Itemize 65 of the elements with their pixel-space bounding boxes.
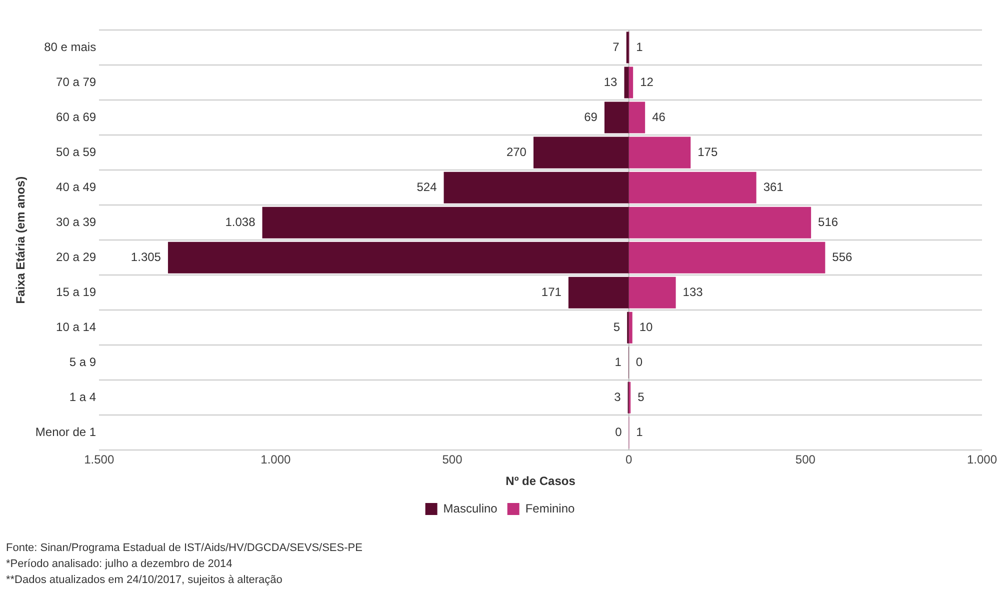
data-label: 69 — [584, 110, 598, 124]
bar — [628, 242, 826, 274]
bar — [444, 172, 629, 204]
y-tick-label: 70 a 79 — [56, 74, 96, 89]
x-tick-label: 1.500 — [84, 452, 114, 467]
data-label: 175 — [698, 144, 718, 159]
bar — [262, 206, 629, 238]
data-label: 516 — [818, 214, 838, 229]
data-label: 5 — [613, 320, 620, 334]
data-label: 270 — [506, 144, 527, 159]
data-label: 12 — [640, 74, 654, 89]
y-tick-label: Menor de 1 — [35, 425, 96, 440]
bar — [628, 312, 632, 344]
x-tick-label: 500 — [442, 452, 463, 467]
bar — [628, 66, 634, 98]
y-tick-label: 10 a 14 — [56, 320, 96, 334]
data-label: 13 — [604, 74, 618, 89]
data-label: 0 — [636, 354, 643, 369]
data-label: 361 — [763, 180, 784, 194]
bar — [624, 66, 629, 98]
bar — [628, 206, 812, 238]
data-label: 1.038 — [225, 214, 256, 229]
bar — [626, 32, 629, 64]
y-tick-label: 15 a 19 — [56, 284, 96, 299]
bar — [604, 102, 629, 134]
source-note: Fonte: Sinan/Programa Estadual de IST/Aids/HV/DGCDA/SEVS/SES-PE — [6, 541, 362, 556]
data-label: 1 — [614, 354, 622, 369]
y-tick-label: 20 a 29 — [56, 250, 96, 264]
data-label: 171 — [541, 284, 562, 299]
y-axis-title: Faixa Etária (em anos) — [14, 176, 28, 304]
y-tick-label: 40 a 49 — [56, 180, 96, 194]
data-label: 133 — [682, 284, 704, 299]
y-tick-label: 30 a 39 — [56, 214, 96, 229]
data-label: 1.305 — [130, 250, 162, 264]
text: **Dados atualizados em 24/10/2017, sujeitos à alteração — [6, 573, 284, 588]
bar — [533, 136, 629, 168]
legend-label: Masculino — [443, 501, 498, 516]
x-tick-label: 500 — [795, 452, 816, 467]
y-tick-label: 60 a 69 — [56, 110, 96, 124]
y-tick-label: 1 a 4 — [69, 390, 96, 404]
x-tick-label: 0 — [625, 452, 632, 467]
bar — [168, 242, 629, 274]
data-label: 556 — [832, 250, 853, 264]
x-tick-label: 1.000 — [966, 452, 998, 467]
data-label: 1 — [636, 425, 644, 440]
data-label: 524 — [416, 180, 438, 194]
bar — [628, 276, 676, 308]
legend-label: Feminino — [525, 501, 576, 516]
data-label: 0 — [615, 425, 622, 440]
data-label: 5 — [638, 390, 645, 404]
x-tick-label: 1.000 — [260, 452, 292, 467]
data-label: 46 — [652, 110, 666, 124]
y-tick-label: 5 a 9 — [69, 354, 96, 369]
data-label: 1 — [636, 40, 644, 54]
x-axis-title: Nº de Casos — [506, 474, 576, 488]
y-tick-label: 50 a 59 — [56, 144, 96, 159]
data-label: 3 — [614, 390, 622, 404]
data-label: 10 — [639, 320, 654, 334]
text: *Período analisado: julho a dezembro de 2014 — [6, 557, 234, 572]
bar — [628, 172, 756, 204]
bar — [568, 276, 629, 308]
data-label: 7 — [612, 40, 620, 54]
y-tick-label: 80 e mais — [44, 40, 96, 54]
bar — [628, 136, 691, 168]
bar — [628, 102, 646, 134]
